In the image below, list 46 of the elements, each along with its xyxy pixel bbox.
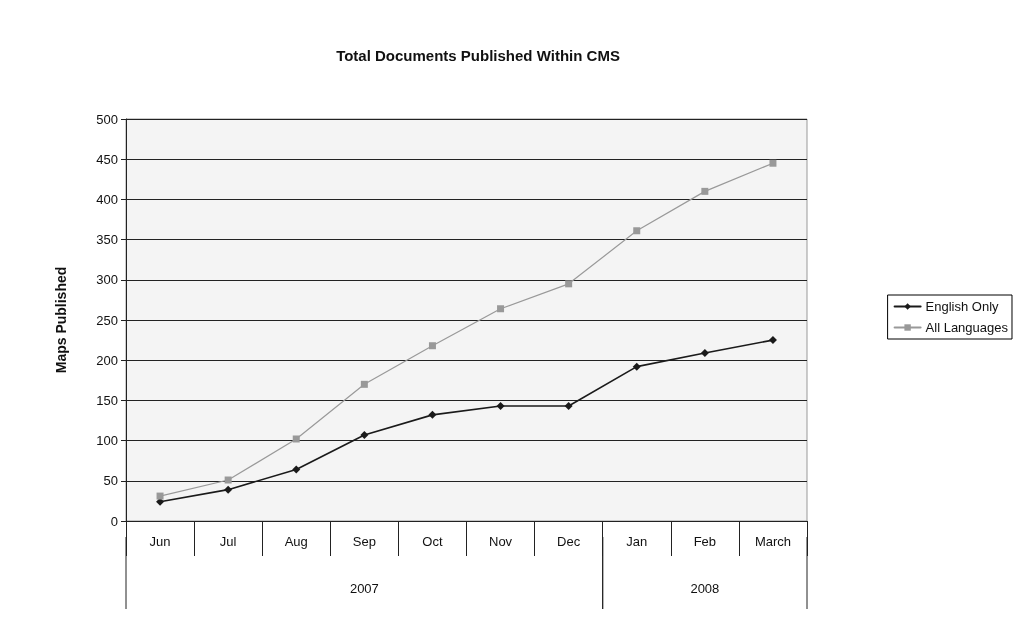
x-tick-label: Oct (422, 534, 443, 549)
x-tick-label: March (754, 534, 792, 549)
y-tick-label: 0 (110, 513, 118, 529)
y-tick-label: 300 (96, 272, 118, 288)
point (564, 402, 573, 411)
point (292, 435, 300, 443)
y-tick-label: 150 (96, 392, 118, 408)
y-tick-label: 100 (96, 433, 118, 449)
legend-label: English Only (925, 299, 1000, 314)
y-tick-label: 50 (103, 473, 118, 489)
point (156, 492, 164, 500)
point (428, 410, 437, 419)
point (224, 485, 233, 494)
y-tick-label: 350 (96, 232, 118, 248)
point (360, 380, 368, 388)
x-tick-label: Sep (352, 534, 376, 549)
point (496, 402, 505, 411)
y-tick-label: 250 (96, 312, 118, 328)
point (633, 227, 641, 235)
x-tick-label: Jan (626, 534, 648, 549)
point (769, 159, 777, 167)
x-tick-label: Feb (693, 534, 717, 549)
point (632, 362, 641, 371)
y-tick-label: 200 (96, 352, 118, 368)
chart-title: Total Documents Published Within CMS (336, 47, 620, 64)
point (701, 187, 709, 195)
y-axis-title: Maps Published (53, 266, 69, 374)
x-tick-label: Nov (488, 534, 513, 549)
point (565, 280, 573, 288)
x-tick-label: Aug (284, 534, 308, 549)
text: 2008 (690, 581, 720, 596)
point (700, 348, 709, 357)
point (292, 465, 301, 474)
point (224, 476, 232, 484)
text: 2007 (349, 581, 379, 596)
point (360, 430, 369, 439)
y-tick-label: 500 (96, 111, 118, 127)
x-tick-label: Jun (149, 534, 171, 549)
y-tick-label: 450 (96, 151, 118, 167)
point (497, 305, 505, 313)
x-tick-label: Jul (219, 534, 237, 549)
x-tick-label: Dec (557, 534, 581, 549)
y-tick-label: 400 (96, 191, 118, 207)
point (428, 342, 436, 350)
point (768, 336, 777, 345)
legend-label: All Languages (925, 320, 1009, 335)
